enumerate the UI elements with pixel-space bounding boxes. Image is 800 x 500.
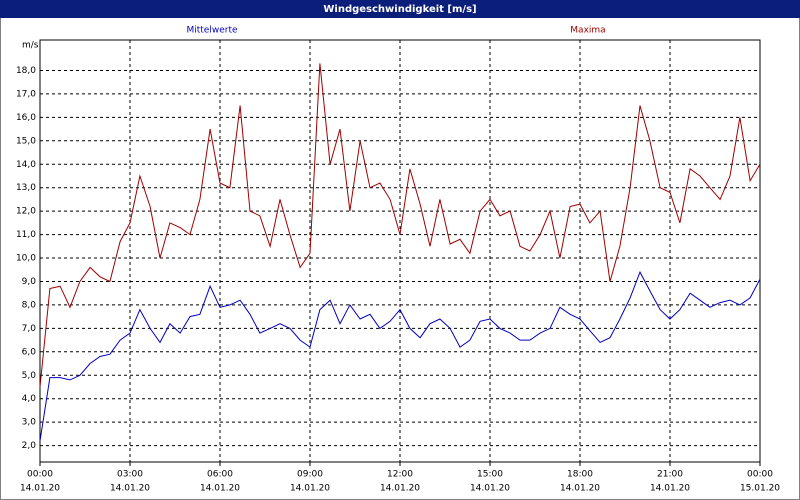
series-line: [39, 63, 761, 388]
series-line: [39, 270, 761, 441]
y-tick-label: 9,0: [22, 277, 37, 287]
y-tick-label: 6,0: [22, 347, 37, 357]
y-tick-label: 13,0: [16, 183, 36, 193]
y-tick-label: 18,0: [16, 66, 36, 76]
x-tick-date: 14.01.20: [380, 484, 420, 494]
y-tick-label: 7,0: [22, 324, 37, 334]
x-tick-date: 15.01.20: [740, 484, 780, 494]
y-tick-label: 12,0: [16, 207, 36, 217]
x-tick-date: 14.01.20: [560, 484, 600, 494]
x-tick-label: 12:00: [387, 470, 413, 480]
y-tick-label: 15,0: [16, 136, 36, 146]
x-tick-date: 14.01.20: [20, 484, 60, 494]
y-tick-label: 10,0: [16, 254, 36, 264]
y-tick-label: 16,0: [16, 113, 36, 123]
y-tick-label: 8,0: [22, 300, 37, 310]
chart-title: Windgeschwindigkeit [m/s]: [323, 4, 476, 15]
x-tick-date: 14.01.20: [200, 484, 240, 494]
x-tick-label: 00:00: [27, 470, 53, 480]
x-tick-label: 15:00: [477, 470, 503, 480]
y-tick-label: 3,0: [22, 418, 37, 428]
legend-label: Maxima: [570, 26, 605, 36]
y-axis-label: m/s: [22, 41, 39, 51]
x-tick-date: 14.01.20: [110, 484, 150, 494]
x-tick-label: 00:00: [747, 470, 773, 480]
x-tick-label: 06:00: [207, 470, 233, 480]
x-tick-date: 14.01.20: [290, 484, 330, 494]
y-tick-label: 11,0: [16, 230, 36, 240]
y-tick-label: 2,0: [22, 441, 37, 451]
title-bar: [0, 0, 800, 18]
x-tick-label: 03:00: [117, 470, 143, 480]
x-tick-date: 14.01.20: [650, 484, 690, 494]
y-tick-label: 17,0: [16, 89, 36, 99]
x-tick-label: 21:00: [657, 470, 683, 480]
x-tick-date: 14.01.20: [470, 484, 510, 494]
legend-label: Mittelwerte: [186, 26, 237, 36]
y-tick-label: 5,0: [22, 371, 37, 381]
y-tick-label: 4,0: [22, 394, 37, 404]
x-tick-label: 18:00: [567, 470, 593, 480]
x-tick-label: 09:00: [297, 470, 323, 480]
y-tick-label: 14,0: [16, 160, 36, 170]
